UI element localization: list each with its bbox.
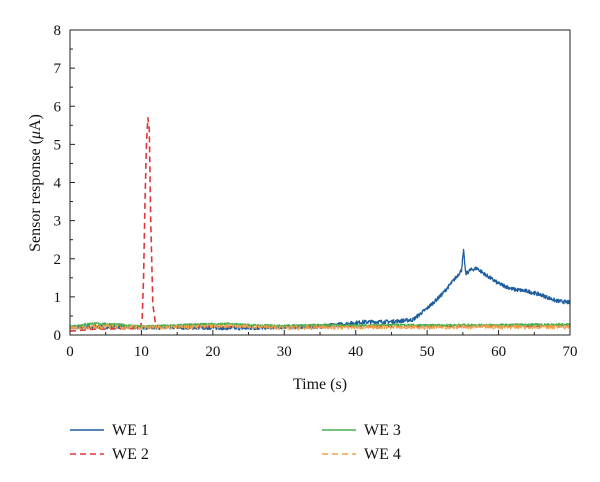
series-line-we-1	[69, 248, 571, 331]
legend-label-we-4: WE 4	[364, 446, 401, 463]
y-tick-label: 0	[54, 328, 62, 344]
x-tick-label: 70	[563, 344, 578, 360]
y-axis-label: Sensor response (μA)	[27, 114, 44, 252]
y-axis-label-prefix: Sensor response (	[27, 139, 44, 252]
y-tick-label: 7	[54, 61, 62, 77]
legend-label-we-3: WE 3	[364, 422, 401, 439]
y-tick-label: 5	[54, 137, 62, 153]
plot-frame	[69, 29, 571, 336]
y-tick-label: 4	[54, 176, 62, 192]
series-line-we-2	[69, 116, 570, 332]
y-tick-label: 3	[54, 214, 62, 230]
y-tick-label: 2	[54, 252, 62, 268]
x-tick-label: 0	[66, 344, 74, 360]
x-tick-label: 50	[420, 344, 435, 360]
x-tick-label: 30	[277, 344, 292, 360]
y-axis-label-suffix: A)	[27, 114, 44, 131]
x-tick-label: 20	[205, 344, 220, 360]
x-axis-label: Time (s)	[293, 376, 347, 393]
legend-label-we-1: WE 1	[112, 422, 149, 439]
y-axis-ticks: 0 1 2 3 4 5 6 7 8	[54, 23, 75, 344]
series-line-we-4	[69, 323, 571, 331]
x-tick-label: 60	[491, 344, 506, 360]
legend-label-we-2: WE 2	[112, 446, 149, 463]
series-layer	[69, 116, 571, 332]
x-tick-label: 40	[348, 344, 363, 360]
y-tick-label: 1	[54, 290, 62, 306]
x-tick-label: 10	[134, 344, 149, 360]
y-axis-label-unit: μ	[27, 131, 44, 140]
x-axis-ticks: 0 10 20 30 40 50 60 70	[66, 330, 578, 360]
y-tick-label: 6	[54, 99, 62, 115]
y-tick-label: 8	[54, 23, 62, 39]
legend: WE 1 WE 3 WE 2 WE 4	[70, 422, 401, 463]
